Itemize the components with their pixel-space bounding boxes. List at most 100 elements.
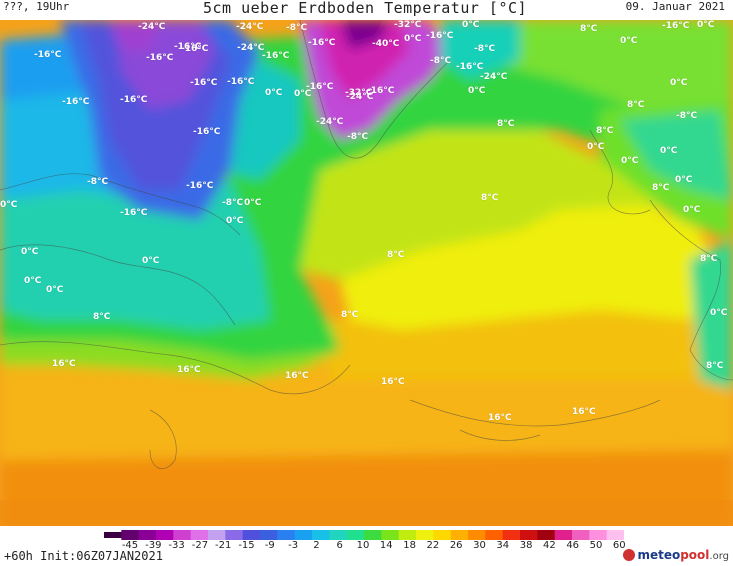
temperature-label: 8°C xyxy=(341,310,359,320)
colorbar-tick: 50 xyxy=(589,540,603,551)
init-label: +60h Init:06Z07JAN2021 xyxy=(4,549,163,563)
temperature-label: 0°C xyxy=(265,88,283,98)
temperature-label: 0°C xyxy=(142,256,160,266)
colorbar-tick: 34 xyxy=(496,540,510,551)
colorbar-segment xyxy=(433,530,452,540)
temperature-label: 0°C xyxy=(670,78,688,88)
temperature-label: 8°C xyxy=(700,254,718,264)
colorbar-tick: -27 xyxy=(191,540,209,551)
temperature-label: -8°C xyxy=(222,198,244,208)
temperature-label: 8°C xyxy=(580,24,598,34)
temperature-label: 0°C xyxy=(244,198,262,208)
temperature-label: 0°C xyxy=(462,20,480,30)
temperature-label: -16°C xyxy=(262,51,290,61)
temperature-label: -8°C xyxy=(87,177,109,187)
colorbar-segment xyxy=(450,530,469,540)
temperature-label: 0°C xyxy=(587,142,605,152)
temperature-label: -16°C xyxy=(306,82,334,92)
colorbar-tick: -21 xyxy=(215,540,232,551)
colorbar xyxy=(104,530,624,540)
temperature-label: -16°C xyxy=(174,42,202,52)
temperature-label: -24°C xyxy=(138,22,166,32)
colorbar-segment xyxy=(468,530,486,540)
temperature-label: 0°C xyxy=(468,86,486,96)
meteopool-logo[interactable]: meteopool.org xyxy=(623,548,729,562)
temperature-label: -24°C xyxy=(237,43,265,53)
temperature-label: 16°C xyxy=(285,371,309,381)
temperature-label: 0°C xyxy=(46,285,64,295)
temperature-label: -16°C xyxy=(120,208,148,218)
colorbar-segment xyxy=(260,530,278,540)
colorbar-segment xyxy=(364,530,382,540)
temperature-label: 8°C xyxy=(497,119,515,129)
temperature-label: -16°C xyxy=(34,50,62,60)
colorbar-segment xyxy=(346,530,365,540)
temperature-label: 8°C xyxy=(627,100,645,110)
logo-icon xyxy=(623,549,636,561)
temperature-label: 0°C xyxy=(24,276,42,286)
temperature-label: 8°C xyxy=(387,250,405,260)
temperature-label: 0°C xyxy=(226,216,244,226)
colorbar-tick: 42 xyxy=(543,540,556,551)
valid-time-label: ???, 19Uhr xyxy=(3,0,70,13)
temperature-label: 0°C xyxy=(697,20,715,30)
temperature-label: -16°C xyxy=(426,31,454,41)
temperature-label: 16°C xyxy=(488,413,512,423)
temperature-label: 0°C xyxy=(21,247,39,257)
temperature-label: 8°C xyxy=(481,193,499,203)
colorbar-tick: 38 xyxy=(519,540,533,551)
colorbar-segment xyxy=(537,530,556,540)
date-label: 09. Januar 2021 xyxy=(625,0,725,13)
temperature-label: 0°C xyxy=(620,36,638,46)
temperature-label: 0°C xyxy=(675,175,693,185)
colorbar-segment xyxy=(416,530,434,540)
colorbar-tick: 6 xyxy=(336,540,343,551)
temperature-label: -16°C xyxy=(456,62,484,72)
colorbar-ticks: -45 -39 -33 -27 -21 -15 -9 -3 2 6 10 14 18 22 26 30 34 38… xyxy=(104,540,626,552)
map-canvas xyxy=(0,20,733,526)
temperature-label: 8°C xyxy=(93,312,111,322)
temperature-label: 0°C xyxy=(710,308,728,318)
colorbar-segment xyxy=(485,530,504,540)
colorbar-segment xyxy=(381,530,400,540)
colorbar-segment xyxy=(398,530,417,540)
temperature-label: -24°C xyxy=(316,117,344,127)
colorbar-segment xyxy=(277,530,296,540)
colorbar-tick: -3 xyxy=(288,540,299,551)
colorbar-tick: 46 xyxy=(566,540,580,551)
temperature-label: -16°C xyxy=(181,44,209,54)
colorbar-segment xyxy=(156,530,174,540)
temperature-label: 0°C xyxy=(0,200,18,210)
temperature-label: -8°C xyxy=(286,23,308,33)
temperature-label: -16°C xyxy=(120,95,148,105)
temperature-label: -8°C xyxy=(474,44,496,54)
temperature-label: -16°C xyxy=(193,127,221,137)
colorbar-tick: -9 xyxy=(264,540,275,551)
temperature-label: 0°C xyxy=(621,156,639,166)
temperature-map[interactable]: -24°C -16°C -24°C -8°C -32°C 0°C -16°C 0°C -16°C… xyxy=(0,20,733,526)
temperature-label: -8°C xyxy=(676,111,698,121)
temperature-label: -24°C xyxy=(236,22,264,32)
colorbar-tick: -45 xyxy=(121,540,139,551)
colorbar-tick: 60 xyxy=(612,540,626,551)
colorbar-segment xyxy=(225,530,244,540)
colorbar-tick: 2 xyxy=(313,540,320,551)
header-bar: ???, 19Uhr 5cm ueber Erdboden Temperatur… xyxy=(0,0,733,20)
colorbar-segment xyxy=(572,530,590,540)
colorbar-tick: 14 xyxy=(379,540,393,551)
colorbar-segment xyxy=(121,530,140,540)
colorbar-segment xyxy=(190,530,209,540)
colorbar-segment xyxy=(294,530,313,540)
temperature-label: 0°C xyxy=(404,34,422,44)
map-title: 5cm ueber Erdboden Temperatur [°C] xyxy=(203,0,528,17)
colorbar-segment xyxy=(329,530,348,540)
temperature-label: 16°C xyxy=(572,407,596,417)
temperature-label: -24°C xyxy=(480,72,508,82)
temperature-label: -16°C xyxy=(367,86,395,96)
temperature-label: -40°C xyxy=(372,39,400,49)
temperature-label: 16°C xyxy=(52,359,76,369)
colorbar-tick: 22 xyxy=(426,540,440,551)
temperature-label: 8°C xyxy=(652,183,670,193)
temperature-label: 16°C xyxy=(381,377,405,387)
temperature-label: -8°C xyxy=(347,132,369,142)
